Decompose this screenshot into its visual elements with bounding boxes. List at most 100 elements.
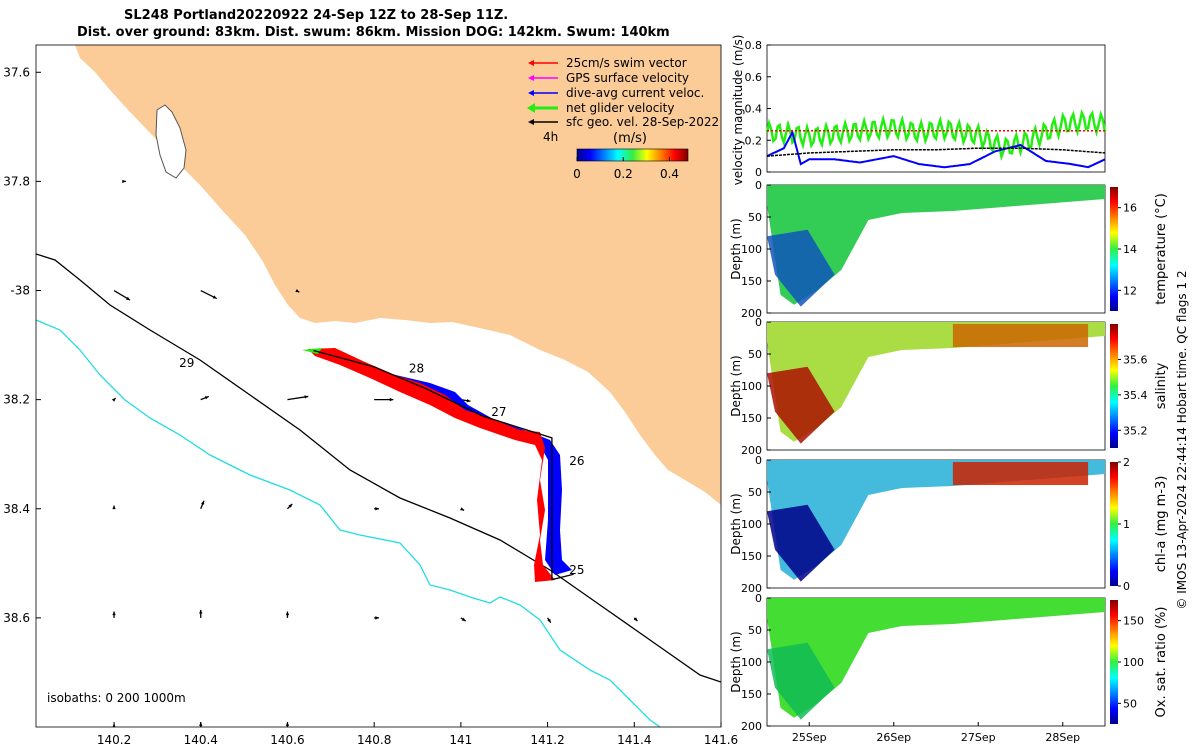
coastline-land <box>75 45 721 505</box>
legend-net-glider: net glider velocity <box>527 101 674 115</box>
geo-vector-head <box>460 507 465 511</box>
geo-vectors-layer <box>111 179 638 727</box>
geo-vector-head <box>295 288 300 293</box>
velocity-series-layer <box>765 109 1107 169</box>
section-ytick-label: 0 <box>755 592 762 605</box>
swim-vector-blob <box>308 348 555 582</box>
map-ytick-label: 37.6 <box>3 65 30 79</box>
section-ytick-label: 0 <box>755 316 762 329</box>
section-colorbar-tick-label: 12 <box>1123 284 1137 297</box>
velocity-series-sfc_geo <box>766 147 1106 157</box>
section-colorbar-tick-label: 150 <box>1123 615 1144 628</box>
legend-net-glider-label: net glider velocity <box>566 101 674 115</box>
section-ytick-label: 150 <box>741 412 762 425</box>
geo-vector-head <box>461 617 466 622</box>
geo-vector-head <box>375 507 379 511</box>
section-colorbar-label: temperature (°C) <box>1154 193 1169 305</box>
section-ytick-label: 200 <box>741 444 762 457</box>
geo-vector-head <box>633 617 638 622</box>
section-field-temperature <box>767 185 1105 305</box>
section-colorbar-label: Ox. sat. ratio (%) <box>1154 607 1169 718</box>
net-glider-start <box>302 348 322 354</box>
map-ytick-label: 38.4 <box>3 502 30 516</box>
legend-swim-vector: 25cm/s swim vector <box>528 56 687 70</box>
section-panel-temperature: 0 50 100 150 200 Depth (m) 12 14 16 temperature (… <box>729 179 1169 320</box>
geo-vector-head <box>389 397 394 402</box>
legend-dive-avg: dive-avg current veloc. <box>528 86 704 100</box>
section-ytick-label: 100 <box>741 656 762 669</box>
legend-gps-velocity: GPS surface velocity <box>528 71 689 85</box>
section-colorbar-tick-label: 1 <box>1123 518 1130 531</box>
map-colorbar-tick-label: 0 <box>573 167 581 181</box>
section-panel-chla: 0 50 100 150 200 Depth (m) 0 1 2 chl-a (mg m-3) <box>729 454 1169 595</box>
velocity-axes <box>766 44 1106 173</box>
section-colorbar-tick-label: 2 <box>1123 456 1130 469</box>
velocity-y-ticks: 0 0.2 0.4 0.6 0.8 <box>745 39 771 179</box>
geo-vector-head <box>201 500 205 505</box>
day-label: 28 <box>409 361 424 375</box>
velocity-ytick-label: 0.2 <box>745 134 763 147</box>
geo-vector-head <box>285 611 290 616</box>
section-ytick-label: 150 <box>741 688 762 701</box>
section-deep-temperature <box>767 229 835 307</box>
velocity-ytick-label: 0.8 <box>745 39 763 52</box>
section-ylabel: Depth (m) <box>729 218 743 279</box>
credit-text: © IMOS 13-Apr-2024 22:44:14 Hobart time.… <box>1175 270 1189 609</box>
section-ytick-label: 200 <box>741 582 762 595</box>
day-label: 27 <box>491 405 506 419</box>
section-ytick-label: 50 <box>748 211 762 224</box>
map-colorbar-tick-label: 0.4 <box>660 167 679 181</box>
geo-vector-head <box>304 395 309 399</box>
legend-sfc-geo: sfc geo. vel. 28-Sep-2022 <box>528 115 719 129</box>
day-label: 26 <box>569 454 584 468</box>
section-surface-chla <box>952 462 1089 486</box>
section-ylabel: Depth (m) <box>729 493 743 554</box>
velocity-ytick-label: 0.4 <box>745 103 763 116</box>
section-field-oxygen <box>767 598 1105 718</box>
section-ytick-label: 50 <box>748 348 762 361</box>
section-ytick-label: 200 <box>741 307 762 320</box>
map-xtick-label: 141.2 <box>530 733 564 747</box>
section-deep-salinity <box>767 366 835 444</box>
section-ytick-label: 100 <box>741 518 762 531</box>
velocity-panel: 0 0.2 0.4 0.6 0.8 velocity magnitude (m/s) <box>731 35 1107 186</box>
section-colorbar-oxygen <box>1110 600 1118 724</box>
glider-track <box>313 349 574 581</box>
section-ylabel: Depth (m) <box>729 631 743 692</box>
section-deep-chla <box>767 504 835 582</box>
geo-vector-head <box>375 616 379 620</box>
section-colorbar-tick-label: 0 <box>1123 580 1130 593</box>
velocity-ytick-label: 0 <box>755 166 762 179</box>
section-colorbar-tick-label: 14 <box>1123 243 1137 256</box>
map-ytick-label: -38 <box>10 284 30 298</box>
geo-vector-head <box>547 618 551 623</box>
map-ytick-label: 37.8 <box>3 174 30 188</box>
map-ytick-label: 38.6 <box>3 611 30 625</box>
section-surface-salinity <box>952 324 1089 348</box>
map-y-ticks: 37.6 37.8 -38 38.2 38.4 38.6 <box>3 65 41 625</box>
isobath-1000m <box>36 319 661 727</box>
section-ytick-label: 200 <box>741 720 762 733</box>
section-ytick-label: 100 <box>741 243 762 256</box>
geo-vector-head <box>466 398 471 403</box>
map-x-ticks: 140.2 140.4 140.6 140.8 141 141.2 141.4 141.6 <box>97 722 738 747</box>
geo-vector-head <box>204 396 209 400</box>
section-colorbar-temperature <box>1110 187 1118 311</box>
isobaths-note: isobaths: 0 200 1000m <box>47 691 186 705</box>
dive-avg-current-blob <box>362 368 572 575</box>
figure-subtitle: Dist. over ground: 83km. Dist. swum: 86k… <box>77 25 670 40</box>
day-labels-layer: 29 28 27 26 25 <box>179 356 584 577</box>
map-xtick-label: 140.6 <box>270 733 304 747</box>
section-colorbar-tick-label: 100 <box>1123 656 1144 669</box>
velocity-ytick-label: 0.6 <box>745 71 763 84</box>
geo-vector-head <box>212 295 217 299</box>
section-colorbar-tick-label: 16 <box>1123 202 1137 215</box>
velocity-ylabel: velocity magnitude (m/s) <box>731 35 745 186</box>
map-colorbar-label: (m/s) <box>613 131 647 146</box>
map-colorbar-ticks: 0 0.2 0.4 <box>573 157 679 181</box>
velocity-series-net_glider <box>765 109 1107 162</box>
section-xtick-label: 26Sep <box>876 731 911 744</box>
section-colorbar-label: salinity <box>1154 362 1169 409</box>
